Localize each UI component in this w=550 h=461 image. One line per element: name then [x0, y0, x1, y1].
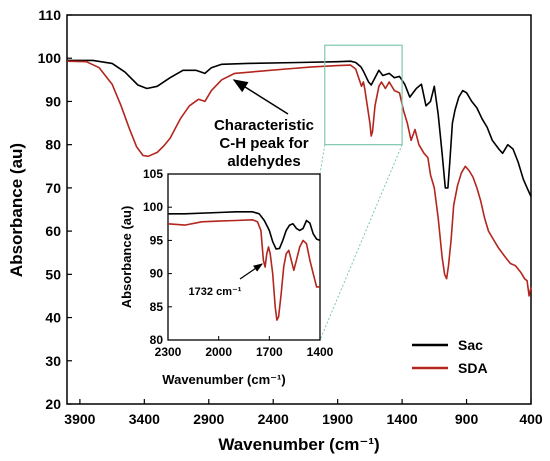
inset-1732-arrow: [239, 263, 263, 280]
aldehyde-annotation: Characteristic C-H peak for aldehydes: [214, 79, 314, 170]
inset-y-tick-label: 100: [143, 200, 163, 214]
legend: Sac SDA: [412, 337, 488, 376]
inset-x-tick-label: 1400: [307, 345, 334, 359]
inset-plot: 80 85 90 95 100 105 2300 2000 1700 1400 Wavenumb…: [119, 167, 334, 387]
inset-y-ticks: 80 85 90 95 100 105: [143, 167, 172, 347]
main-y-tick-label: 90: [45, 93, 61, 109]
inset-y-tick-label: 80: [150, 333, 164, 347]
main-y-tick-label: 40: [45, 310, 61, 326]
inset-y-tick-label: 105: [143, 167, 163, 181]
series-line-sac: [67, 59, 532, 197]
series-line-sda: [66, 60, 532, 297]
aldehyde-arrow: [232, 79, 289, 115]
zoom-connector-right: [319, 144, 403, 341]
main-y-ticks: 20 30 40 50 60 70 80 90 100 110: [38, 7, 72, 412]
legend-label-sac: Sac: [458, 337, 483, 353]
main-x-tick-label: 2400: [258, 411, 289, 427]
main-series-group: [66, 59, 532, 297]
inset-background: [168, 174, 320, 340]
inset-x-tick-label: 2300: [155, 345, 182, 359]
legend-label-sda: SDA: [458, 360, 488, 376]
main-y-tick-label: 100: [38, 50, 62, 66]
inset-y-tick-label: 95: [150, 233, 164, 247]
zoom-connector-left: [319, 144, 326, 175]
inset-x-axis-label: Wavenumber (cm⁻¹): [162, 372, 285, 387]
inset-y-tick-label: 85: [150, 300, 164, 314]
main-y-tick-label: 30: [45, 353, 61, 369]
annotation-line-2: C-H peak for: [219, 135, 308, 152]
main-x-tick-label: 2900: [193, 411, 224, 427]
inset-y-axis-label: Absorbance (au): [119, 206, 134, 309]
inset-x-ticks: 2300 2000 1700 1400: [155, 336, 334, 359]
main-y-tick-label: 20: [45, 396, 61, 412]
main-x-tick-label: 3900: [64, 411, 95, 427]
main-x-ticks: 3900 3400 2900 2400 1900 1400 900 400: [64, 399, 543, 427]
inset-series-group: [167, 211, 321, 321]
inset-x-tick-label: 2000: [205, 345, 232, 359]
main-x-tick-label: 1900: [322, 411, 353, 427]
inset-series-line-sda: [167, 219, 320, 321]
main-x-axis-label: Wavenumber (cm⁻¹): [218, 435, 379, 454]
main-x-tick-label: 3400: [129, 411, 160, 427]
main-x-tick-label: 400: [519, 411, 543, 427]
inset-plot-frame: [167, 173, 321, 341]
main-y-tick-label: 70: [45, 180, 61, 196]
main-y-tick-label: 80: [45, 137, 61, 153]
zoom-box: [319, 44, 403, 341]
main-x-tick-label: 900: [455, 411, 479, 427]
main-y-tick-label: 50: [45, 266, 61, 282]
main-y-tick-label: 60: [45, 223, 61, 239]
annotation-line-1: Characteristic: [214, 117, 314, 134]
main-y-tick-label: 110: [38, 7, 61, 23]
inset-y-tick-label: 90: [150, 267, 164, 281]
zoom-region-rect: [324, 44, 403, 146]
main-y-axis-label: Absorbance (au): [7, 143, 26, 277]
inset-series-line-sac: [168, 211, 321, 250]
main-plot-frame: [66, 14, 532, 405]
annotation-line-3: aldehydes: [227, 153, 300, 170]
inset-x-tick-label: 1700: [256, 345, 283, 359]
inset-1732-label: 1732 cm⁻¹: [189, 286, 242, 298]
main-x-tick-label: 1400: [387, 411, 418, 427]
